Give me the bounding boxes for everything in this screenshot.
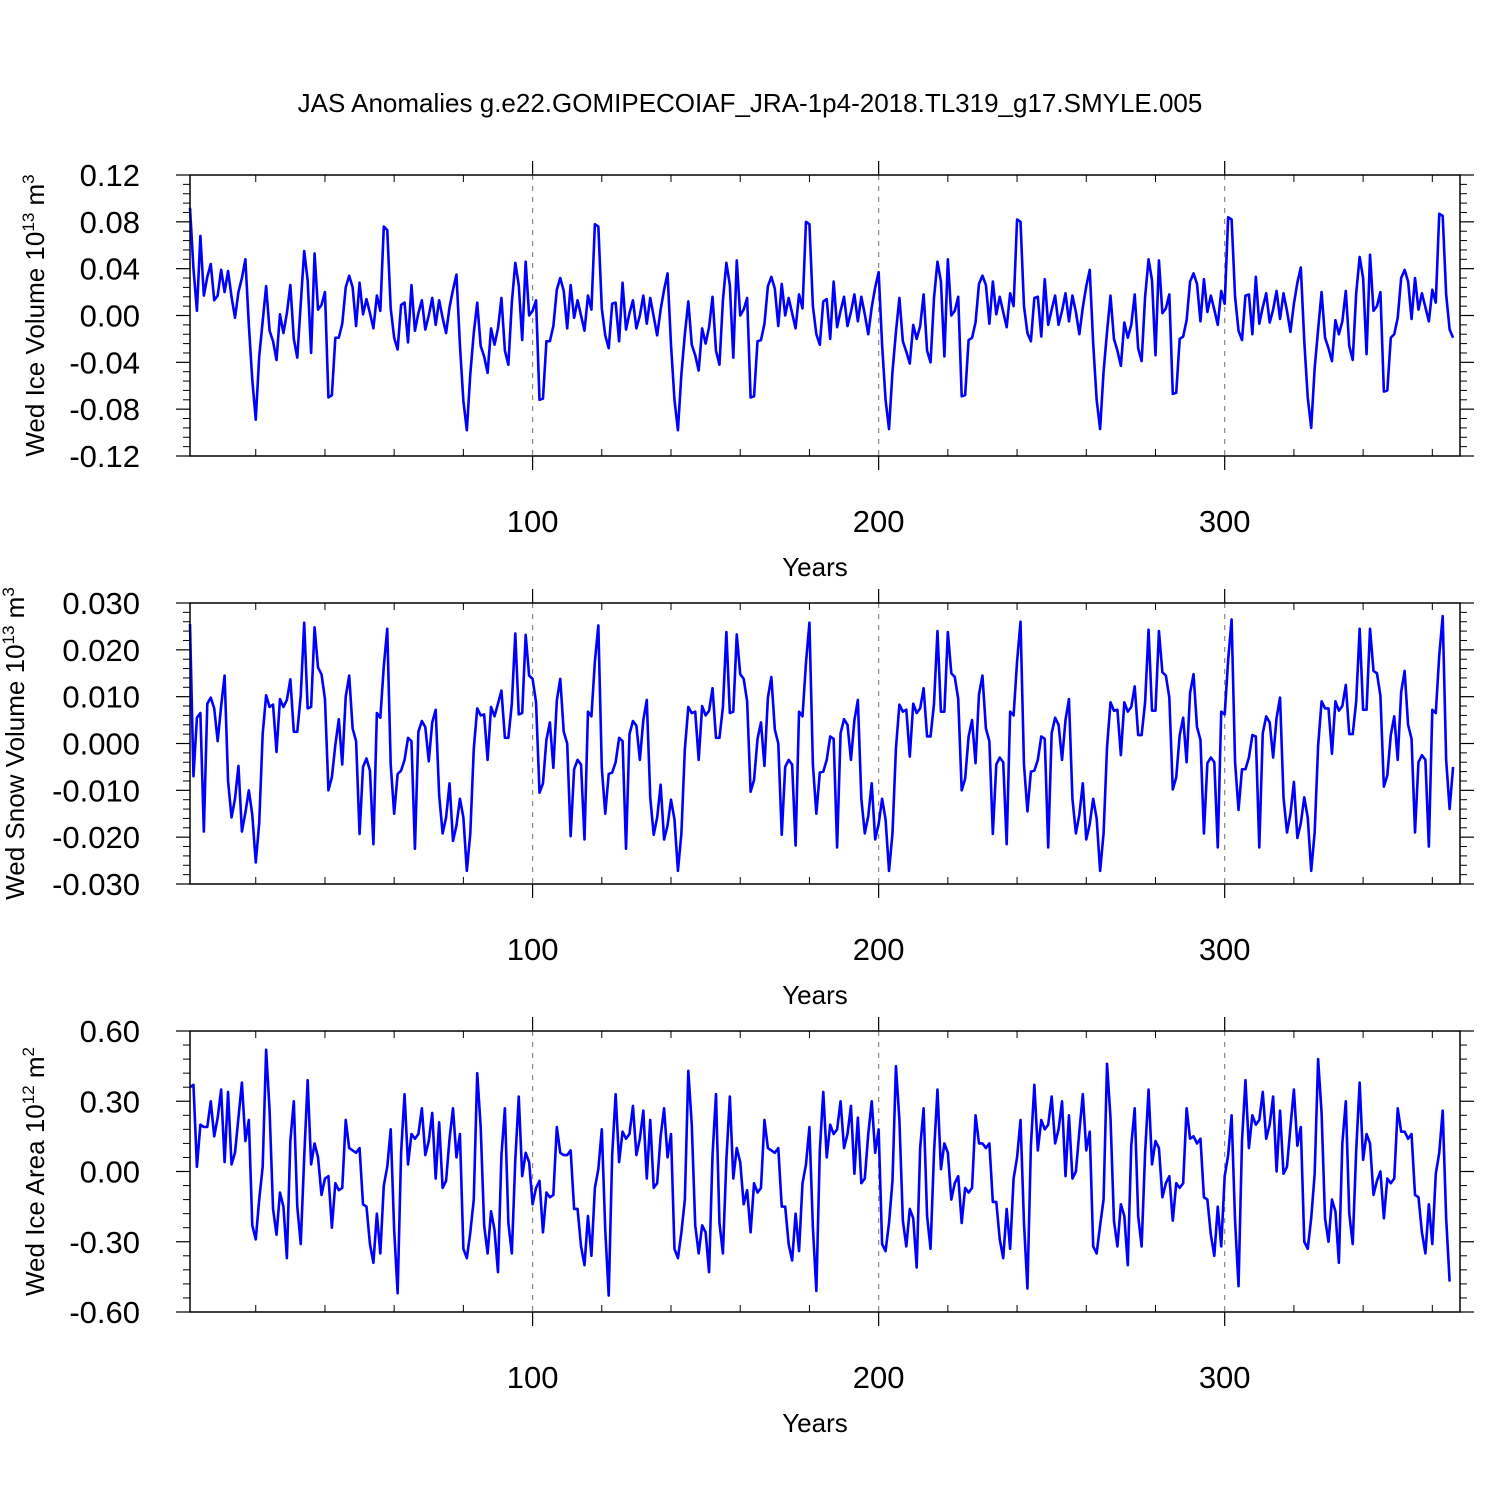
x-tick-label: 200 (853, 1360, 905, 1395)
y-axis-label: Wed Snow Volume 1013 m3 (0, 587, 30, 900)
x-axis-label: Years (782, 980, 848, 1010)
y-tick-label: -0.030 (52, 867, 140, 902)
x-tick-label: 200 (853, 504, 905, 539)
y-tick-label: -0.08 (69, 392, 140, 427)
panel-3: 100 200 300 -0.60 -0.30 0.00 0.30 0.60 Years Wed … (19, 1014, 1474, 1438)
y-tick-label: -0.30 (69, 1225, 140, 1260)
y-tick-label: -0.04 (69, 345, 140, 380)
panels: 100 200 300 -0.12 -0.08 -0.04 0.00 0.04 0.08 0.12… (0, 158, 1474, 1438)
x-tick-label: 100 (507, 1360, 559, 1395)
panel-2: 100 200 300 -0.030 -0.020 -0.010 0.000 0.010 0.0… (0, 586, 1474, 1010)
y-axis-label: Wed Ice Volume 1013 m3 (19, 174, 50, 456)
y-axis-label-part: Wed Snow Volume 10 (0, 644, 30, 899)
y-tick-label: 0.00 (80, 1155, 140, 1190)
x-axis-label: Years (782, 552, 848, 582)
plot-frame (189, 174, 1461, 457)
y-tick-label: 0.08 (80, 205, 140, 240)
y-tick-label: 0.030 (62, 586, 140, 621)
y-axis-label-part: m (0, 597, 30, 626)
data-series-line (188, 207, 1455, 432)
y-tick-label: -0.010 (52, 773, 140, 808)
y-axis-label-part: 3 (19, 174, 38, 183)
figure-title: JAS Anomalies g.e22.GOMIPECOIAF_JRA-1p4-… (298, 88, 1203, 118)
panel-1: 100 200 300 -0.12 -0.08 -0.04 0.00 0.04 0.08 0.12… (19, 158, 1474, 582)
y-axis-label-part: 2 (19, 1047, 38, 1056)
y-tick-label: 0.04 (80, 252, 140, 287)
y-tick-label: 0.000 (62, 727, 140, 762)
y-axis-label-part: 12 (19, 1085, 38, 1104)
plot-frame (189, 602, 1461, 885)
y-axis-label-part: 3 (0, 587, 18, 596)
y-axis-label-part: 13 (19, 213, 38, 232)
y-tick-label: 0.00 (80, 299, 140, 334)
x-tick-label: 100 (507, 504, 559, 539)
y-tick-label: 0.60 (80, 1014, 140, 1049)
y-tick-label: 0.020 (62, 633, 140, 668)
y-tick-label: 0.010 (62, 680, 140, 715)
y-axis-label: Wed Ice Area 1012 m2 (19, 1047, 50, 1296)
x-tick-label: 300 (1199, 504, 1251, 539)
x-tick-label: 300 (1199, 1360, 1251, 1395)
y-tick-label: 0.12 (80, 158, 140, 193)
y-axis-label-part: 13 (0, 626, 18, 645)
y-tick-label: 0.30 (80, 1084, 140, 1119)
y-tick-label: -0.020 (52, 820, 140, 855)
x-axis-label: Years (782, 1408, 848, 1438)
plot-frame (189, 1030, 1461, 1313)
y-axis-label-part: m (20, 184, 50, 213)
y-axis-label-part: m (20, 1056, 50, 1085)
data-series-line (189, 1048, 1451, 1297)
x-tick-label: 100 (507, 932, 559, 967)
y-tick-label: -0.12 (69, 439, 140, 474)
x-tick-label: 300 (1199, 932, 1251, 967)
y-axis-label-part: Wed Ice Area 10 (20, 1104, 50, 1296)
y-tick-label: -0.60 (69, 1295, 140, 1330)
x-tick-label: 200 (853, 932, 905, 967)
y-axis-label-part: Wed Ice Volume 10 (20, 232, 50, 457)
data-series-line (188, 614, 1455, 873)
